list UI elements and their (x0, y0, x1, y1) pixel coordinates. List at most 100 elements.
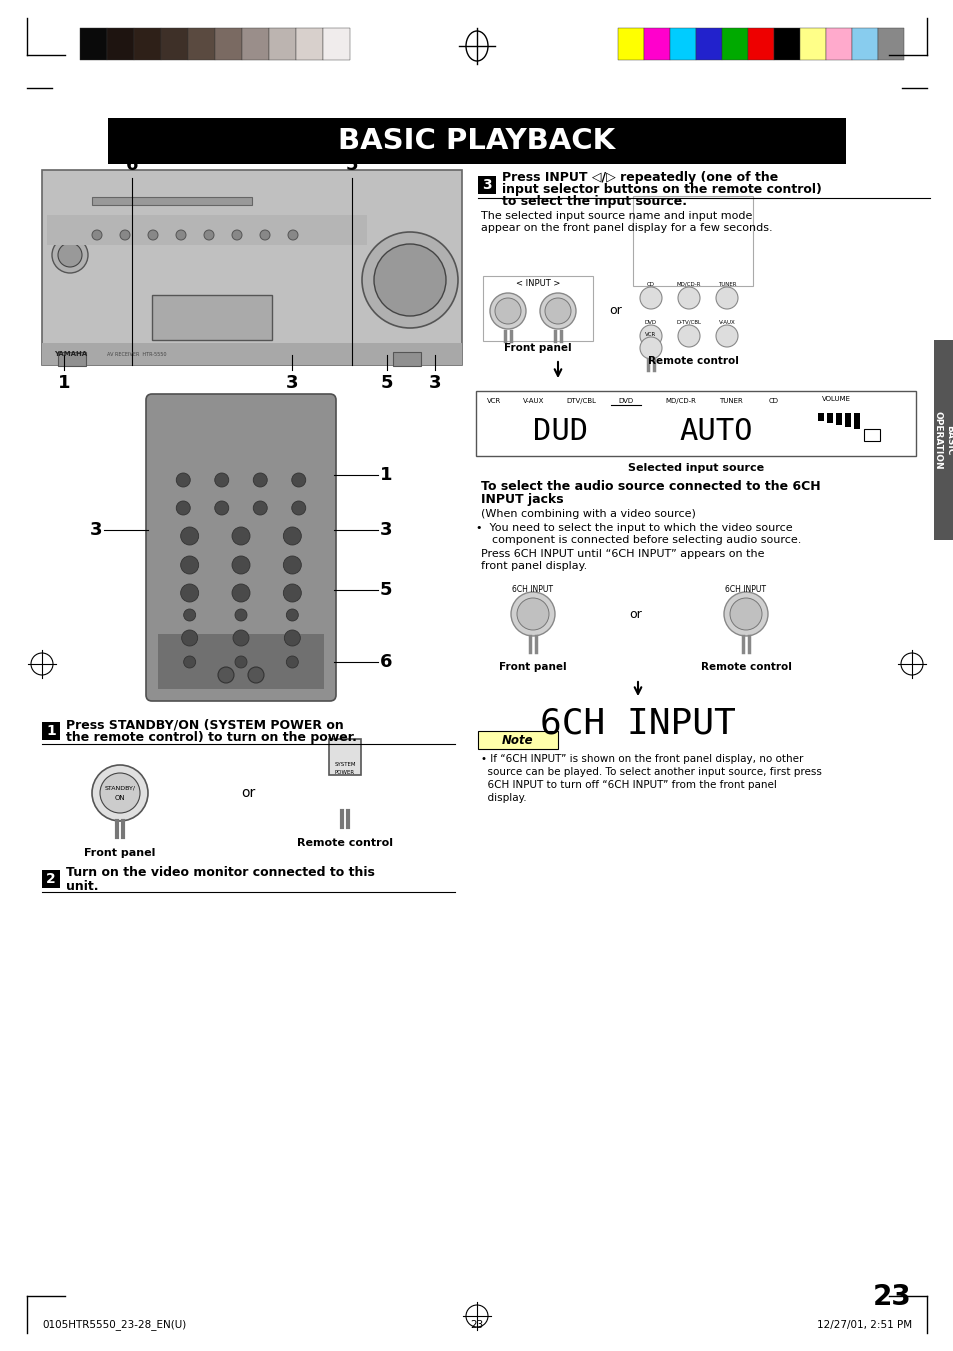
Bar (773, 28, 800, 59)
Text: 1: 1 (46, 724, 56, 738)
Text: 2: 2 (46, 871, 56, 886)
Circle shape (284, 630, 300, 646)
Text: VOLUME: VOLUME (821, 396, 850, 403)
Text: TUNER: TUNER (717, 281, 736, 286)
Text: Front panel: Front panel (84, 848, 155, 858)
Bar (323, 28, 350, 59)
Circle shape (260, 230, 270, 240)
Circle shape (639, 336, 661, 359)
Bar (826, 413, 832, 423)
Text: Front panel: Front panel (498, 662, 566, 671)
Text: or: or (629, 608, 641, 620)
Bar (295, 28, 323, 59)
Text: Remote control: Remote control (700, 662, 791, 671)
Bar (152, 295, 272, 340)
Circle shape (120, 230, 130, 240)
Circle shape (58, 243, 82, 267)
Circle shape (511, 592, 555, 636)
Circle shape (729, 598, 761, 630)
Bar (877, 28, 903, 59)
Circle shape (495, 299, 520, 324)
Text: 3: 3 (379, 521, 392, 539)
Text: BASIC
OPERATION: BASIC OPERATION (933, 411, 953, 469)
Bar (863, 430, 879, 440)
Bar (800, 28, 825, 59)
Bar (721, 28, 747, 59)
Text: 1: 1 (379, 466, 392, 484)
Text: 5: 5 (345, 155, 358, 174)
Text: YAMAHA: YAMAHA (54, 351, 87, 357)
Bar (477, 731, 558, 748)
Circle shape (52, 236, 88, 273)
Bar (933, 340, 953, 540)
Text: D-TV/CBL: D-TV/CBL (676, 319, 700, 324)
Bar (633, 196, 752, 286)
Text: DUD: DUD (533, 416, 588, 446)
Text: Remote control: Remote control (647, 357, 738, 366)
Bar (108, 118, 845, 163)
Circle shape (214, 473, 229, 486)
Text: CD: CD (768, 399, 779, 404)
Text: 6CH INPUT: 6CH INPUT (512, 585, 553, 594)
Circle shape (180, 557, 198, 574)
Text: Remote control: Remote control (296, 838, 393, 848)
Circle shape (232, 527, 250, 544)
Text: INPUT jacks: INPUT jacks (480, 493, 563, 505)
Text: 3: 3 (286, 374, 298, 392)
Circle shape (100, 773, 140, 813)
Bar (825, 28, 851, 59)
Bar (42, 170, 461, 365)
Text: display.: display. (480, 793, 526, 802)
Circle shape (181, 630, 197, 646)
Circle shape (539, 293, 576, 330)
Circle shape (176, 473, 190, 486)
Circle shape (286, 609, 298, 621)
Text: Press 6CH INPUT until “6CH INPUT” appears on the: Press 6CH INPUT until “6CH INPUT” appear… (480, 549, 763, 559)
Bar (58, 353, 86, 366)
Bar (214, 28, 242, 59)
Text: DTV/CBL: DTV/CBL (565, 399, 596, 404)
Circle shape (214, 501, 229, 515)
Bar (329, 739, 360, 775)
Circle shape (490, 293, 525, 330)
Bar (91, 197, 252, 205)
Text: 6: 6 (126, 155, 138, 174)
Circle shape (91, 230, 102, 240)
Text: Selected input source: Selected input source (627, 463, 763, 473)
Circle shape (678, 326, 700, 347)
Bar (747, 28, 773, 59)
Circle shape (292, 473, 305, 486)
Bar (393, 353, 420, 366)
Circle shape (232, 230, 242, 240)
Bar (107, 28, 133, 59)
Bar (669, 28, 696, 59)
Text: 6CH INPUT: 6CH INPUT (539, 707, 735, 740)
Circle shape (148, 230, 158, 240)
FancyBboxPatch shape (146, 394, 335, 701)
Bar (42, 721, 60, 740)
Circle shape (292, 501, 305, 515)
Bar (158, 634, 324, 689)
Text: < INPUT >: < INPUT > (516, 280, 559, 289)
Circle shape (175, 230, 186, 240)
Bar (47, 215, 367, 245)
Circle shape (253, 473, 267, 486)
Bar (482, 276, 593, 340)
Text: AUTO: AUTO (679, 416, 752, 446)
Text: STANDBY/: STANDBY/ (105, 785, 135, 790)
Text: V-AUX: V-AUX (718, 319, 735, 324)
Circle shape (544, 299, 571, 324)
Text: unit.: unit. (66, 880, 98, 893)
Text: To select the audio source connected to the 6CH: To select the audio source connected to … (480, 480, 820, 493)
Circle shape (234, 609, 247, 621)
Circle shape (716, 326, 738, 347)
Circle shape (678, 286, 700, 309)
Text: 3: 3 (481, 178, 492, 192)
Bar (618, 28, 643, 59)
Text: ON: ON (114, 794, 125, 801)
Circle shape (234, 657, 247, 667)
Circle shape (361, 232, 457, 328)
Text: 23: 23 (470, 1320, 483, 1329)
Text: input selector buttons on the remote control): input selector buttons on the remote con… (501, 182, 821, 196)
Circle shape (248, 667, 264, 684)
